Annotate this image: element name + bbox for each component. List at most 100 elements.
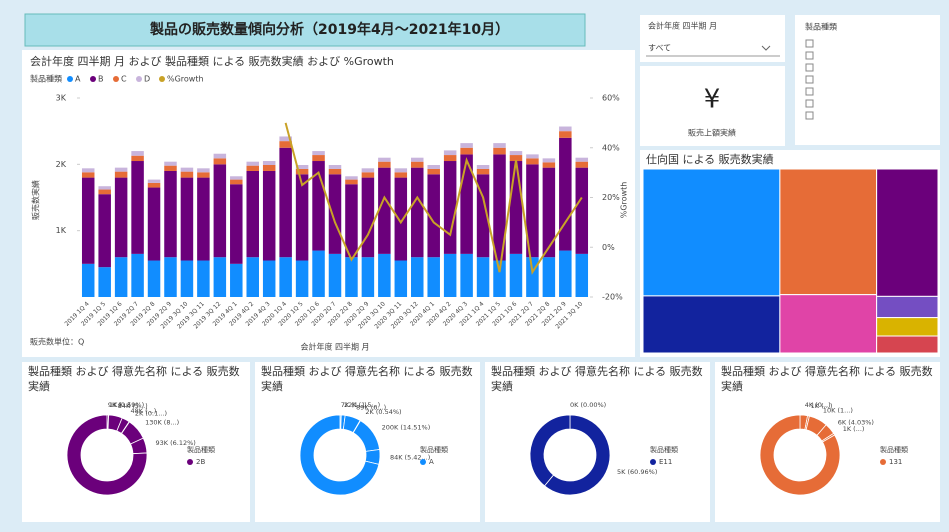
bar-segment [114,177,128,258]
data-label: 5K (60.96%) [617,468,657,476]
legend-marker [187,459,193,465]
bar-segment [312,155,325,162]
y-axis-title: 販売数実績 [31,180,41,220]
donut-segment [299,414,380,496]
treemap-tile [779,168,878,296]
bar-segment [279,141,292,148]
bar-segment [345,184,358,258]
note: 販売数単位：Q [30,337,84,347]
bar-segment [378,157,391,162]
dropdown-arrow[interactable] [761,45,771,51]
legend-marker [136,76,142,82]
chart-title-box: 製品種類 および 得意先名称 による 販売数実績 [491,365,703,393]
slicer-panel [795,15,940,145]
bar-segment [559,131,572,138]
bar-segment [526,158,539,165]
treemap-tile [876,295,939,319]
legend-label: 2B [196,458,205,466]
bar-segment [559,137,572,251]
bar-segment [131,155,144,162]
donut-segment [66,414,148,496]
chart-title: 会計年度 四半期 月 および 製品種類 による 販売数実績 および %Growt… [30,54,394,68]
y-tick-label: 1K [56,226,67,235]
bar-segment [378,167,391,254]
bar-segment [98,189,111,195]
bar-segment [197,260,210,297]
slicer-panel[interactable] [640,15,785,62]
chart-title-box: 製品種類 および 得意先名称 による 販売数実績 [721,365,933,393]
bar-segment [262,164,276,171]
bar-segment [394,172,408,178]
bar-segment [98,186,111,190]
y2-tick-label: 40% [602,143,620,152]
chart-title-box: 製品種類 および 得意先名称 による 販売数実績 [261,365,473,393]
bar-segment [147,187,161,261]
bar-segment [575,157,589,162]
data-label: 130K (8...) [145,419,179,427]
bar-segment [559,126,572,132]
legend-label: D [144,75,150,84]
bar-segment [295,164,309,169]
chart-title-box: 製品種類 および 得意先名称 による 販売数実績 [28,365,240,393]
bar-segment [361,257,375,297]
bar-segment [180,260,194,297]
chart-title: 製品種類 および 得意先名称 による 販売数実績 [28,365,240,393]
bar-segment [493,154,506,261]
bar-segment [411,161,424,168]
data-label: 0K (0.00%) [570,401,606,409]
bar-segment [526,257,539,297]
checkbox-list[interactable] [805,39,814,120]
bar-segment [575,161,589,168]
bar-segment [164,161,177,166]
bar-segment [312,151,325,156]
bar-segment [411,257,424,297]
bar-segment [460,147,473,155]
data-label: 4K (0...) [805,401,831,409]
bar-segment [427,174,440,258]
data-label: 9K (0.59%) [108,401,144,409]
bar-segment [230,263,243,297]
bar-segment [526,164,539,258]
card-label: 販売上額実績 [688,128,736,138]
y2-tick-label: 0% [602,243,615,252]
bar-segment [378,253,391,297]
treemap-tile [876,168,939,297]
legend-title: 製品種類 [420,445,448,454]
legend-label: A [429,458,434,466]
data-label: 1K (...) [109,401,131,409]
legend-marker [113,76,119,82]
bar-segment [526,154,539,159]
growth-line [284,122,583,275]
bar-segment [230,179,243,185]
bar-segment [427,257,440,297]
bar-segment [81,177,95,264]
bar-segment [328,164,342,169]
bar-segment [559,250,572,297]
slicer-selection[interactable]: すべて [648,44,671,53]
bar-segment [509,253,523,297]
bar-segment [197,172,210,178]
legend-marker [67,76,73,82]
treemap-tile [876,317,939,337]
legend-label: A [75,75,81,84]
chart-title: 製品種類 および 得意先名称 による 販売数実績 [721,365,933,393]
bar-segment [98,267,111,297]
legend-marker [880,459,886,465]
data-label: 93K (6.12%) [156,439,196,447]
page-title: 製品の販売数量傾向分析（2019年4月～2021年10月） [149,21,509,38]
bar-segment [411,167,424,258]
y2-tick-label: -20% [602,293,623,302]
data-label: 1K (...) [811,402,833,410]
bar-segment [262,260,276,297]
y2-axis-title: %Growth [620,182,629,219]
card-value: ¥ [704,85,721,115]
treemap-tile [642,168,781,297]
bar-segment [164,170,177,258]
y2-tick-label: 20% [602,193,620,202]
bar-segment [246,161,259,166]
bar-segment [213,158,227,165]
data-label: 84K (5...) [118,402,148,410]
chart-title: 仕向国 による 販売数実績 [646,152,774,166]
bar-segment [328,253,342,297]
bar-segment [509,151,523,156]
